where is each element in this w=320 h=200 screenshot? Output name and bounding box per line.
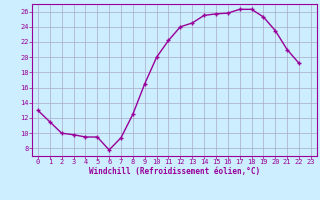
X-axis label: Windchill (Refroidissement éolien,°C): Windchill (Refroidissement éolien,°C) (89, 167, 260, 176)
